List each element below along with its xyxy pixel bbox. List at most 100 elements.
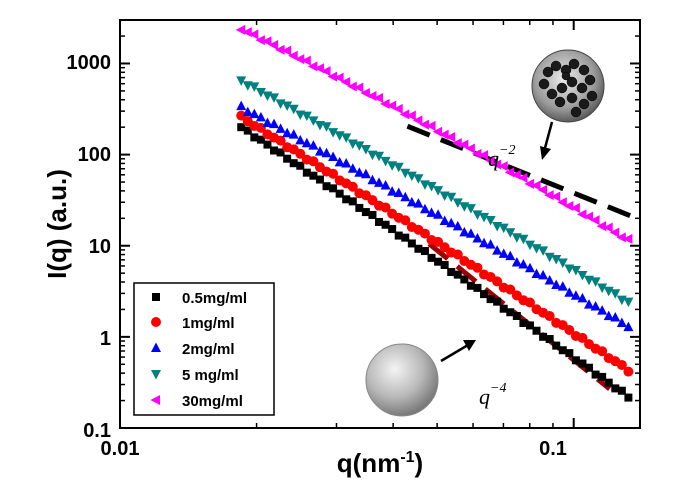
data-point-30mg-ml (622, 233, 633, 244)
data-point-0.5mg-ml (578, 359, 587, 368)
data-point-2mg-ml (570, 290, 581, 300)
data-point-0.5mg-ml (453, 270, 462, 279)
data-point-2mg-ml (564, 287, 575, 297)
y-tick-label-1: 1 (100, 328, 111, 350)
data-point-30mg-ml (340, 76, 351, 87)
data-point-1mg-ml (347, 181, 358, 192)
data-point-0.5mg-ml (525, 321, 534, 330)
data-point-2mg-ml (531, 268, 542, 278)
data-point-1mg-ml (544, 311, 555, 322)
data-point-1mg-ml (505, 284, 516, 295)
data-point-2mg-ml (354, 167, 365, 177)
data-point-30mg-ml (366, 91, 377, 102)
legend-marker-30mg-ml (150, 395, 160, 405)
data-point-2mg-ml (269, 118, 280, 129)
data-point-30mg-ml (419, 119, 429, 130)
data-point-5-mg-ml (321, 122, 332, 132)
data-point-30mg-ml (261, 36, 272, 47)
data-point-2mg-ml (590, 300, 601, 311)
data-point-30mg-ml (255, 35, 265, 46)
data-point-2mg-ml (492, 245, 503, 255)
data-point-5-mg-ml (538, 246, 549, 256)
data-point-30mg-ml (347, 81, 357, 92)
data-point-0.5mg-ml (289, 159, 298, 168)
data-point-0.5mg-ml (427, 253, 436, 262)
axis-ticks (119, 20, 640, 429)
data-point-1mg-ml (597, 346, 608, 357)
data-point-5-mg-ml (249, 82, 260, 92)
data-point-2mg-ml (413, 198, 424, 208)
y-tick-label-1000: 1000 (67, 52, 112, 74)
legend: 0.5mg/ml 1mg/ml 2mg/ml 5 mg/ml 30mg/ml (133, 282, 275, 416)
data-point-30mg-ml (485, 155, 495, 166)
data-point-2mg-ml (439, 215, 450, 225)
data-point-0.5mg-ml (375, 217, 384, 226)
data-point-30mg-ml (596, 221, 607, 232)
data-point-5-mg-ml (518, 234, 529, 245)
data-point-30mg-ml (307, 61, 318, 72)
data-point-30mg-ml (235, 24, 246, 35)
data-point-2mg-ml (511, 256, 522, 267)
data-point-0.5mg-ml (407, 239, 416, 248)
legend-label-30mg-ml: 30mg/ml (182, 393, 243, 410)
data-point-0.5mg-ml (571, 356, 580, 365)
data-point-5-mg-ml (590, 277, 601, 287)
data-point-5-mg-ml (597, 283, 608, 293)
data-point-1mg-ml (295, 148, 306, 159)
data-point-30mg-ml (334, 72, 344, 83)
data-point-0.5mg-ml (250, 133, 259, 142)
guide-line-slope-2 (406, 123, 641, 222)
data-point-30mg-ml (465, 143, 475, 154)
data-point-30mg-ml (281, 45, 292, 56)
data-point-0.5mg-ml (309, 171, 318, 180)
data-point-30mg-ml (557, 197, 567, 208)
data-point-30mg-ml (248, 29, 259, 40)
data-point-2mg-ml (557, 281, 568, 291)
data-point-1mg-ml (623, 366, 634, 377)
data-point-0.5mg-ml (532, 326, 541, 335)
data-point-30mg-ml (550, 191, 561, 202)
data-point-5-mg-ml (288, 104, 299, 115)
data-point-30mg-ml (327, 71, 338, 82)
data-point-30mg-ml (616, 232, 626, 243)
data-point-5-mg-ml (255, 87, 266, 98)
data-point-5-mg-ml (610, 289, 621, 299)
data-point-2mg-ml (400, 191, 411, 202)
y-tick-label-0.1: 0.1 (83, 420, 111, 442)
data-point-2mg-ml (367, 174, 378, 185)
data-point-30mg-ml (432, 126, 443, 137)
data-point-2mg-ml (577, 292, 588, 303)
data-point-30mg-ml (353, 82, 364, 93)
data-point-0.5mg-ml (473, 283, 482, 292)
data-point-1mg-ml (419, 228, 430, 239)
data-point-5-mg-ml (400, 168, 411, 179)
data-point-5-mg-ml (485, 215, 496, 226)
y-tick-label-100: 100 (78, 144, 111, 166)
data-point-2mg-ml (616, 317, 627, 328)
data-point-1mg-ml (308, 156, 319, 167)
data-point-5-mg-ml (452, 198, 463, 208)
data-point-2mg-ml (314, 146, 325, 156)
data-point-0.5mg-ml (480, 290, 489, 299)
data-point-0.5mg-ml (329, 184, 338, 193)
data-point-1mg-ml (492, 276, 503, 287)
data-point-2mg-ml (249, 108, 260, 119)
data-point-30mg-ml (380, 98, 390, 109)
data-point-30mg-ml (517, 172, 528, 183)
data-point-2mg-ml (406, 196, 417, 207)
data-point-30mg-ml (268, 40, 279, 51)
data-point-2mg-ml (518, 259, 529, 269)
data-point-5-mg-ml (354, 141, 365, 151)
data-point-2mg-ml (446, 217, 457, 228)
y-axis-title: I(q) (a.u.) (42, 169, 72, 279)
data-point-30mg-ml (590, 215, 600, 226)
data-point-5-mg-ml (479, 212, 490, 223)
data-point-0.5mg-ml (624, 393, 633, 402)
data-point-0.5mg-ml (585, 363, 594, 372)
data-point-2mg-ml (485, 239, 496, 249)
data-point-30mg-ml (452, 138, 462, 149)
data-point-0.5mg-ml (539, 332, 548, 341)
data-point-2mg-ml (551, 279, 562, 289)
legend-marker-5-mg-ml (151, 370, 161, 380)
data-point-5-mg-ml (282, 101, 293, 111)
